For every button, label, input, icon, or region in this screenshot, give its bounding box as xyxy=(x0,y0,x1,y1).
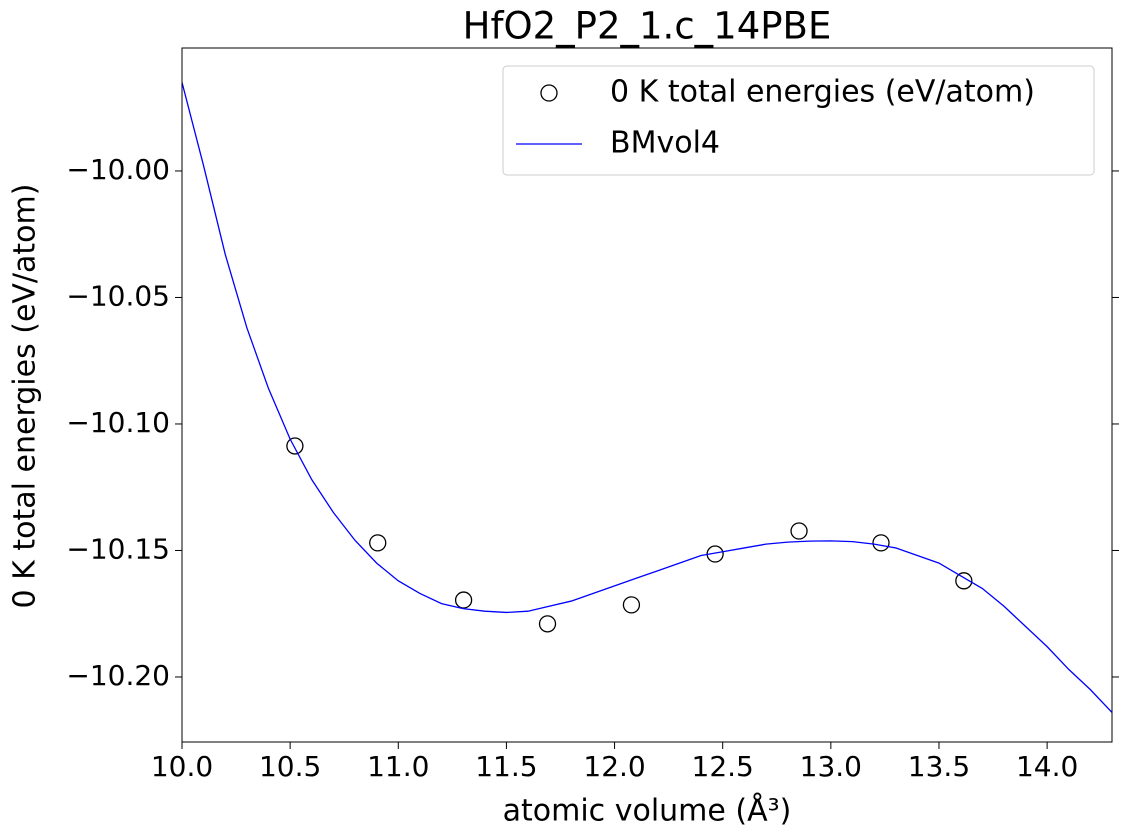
data-point xyxy=(790,522,808,540)
data-point xyxy=(454,591,473,609)
y-axis-label: 0 K total energies (eV/atom) xyxy=(8,184,43,609)
y-tick-label: −10.10 xyxy=(66,406,170,439)
legend-box xyxy=(502,65,1095,176)
data-point xyxy=(622,596,641,614)
chart-title: HfO2_P2_1.c_14PBE xyxy=(463,5,832,48)
plot-frame xyxy=(181,47,1113,743)
y-tick-label: −10.15 xyxy=(66,532,170,565)
legend-label: 0 K total energies (eV/atom) xyxy=(610,75,1035,110)
y-tick-label: −10.20 xyxy=(66,659,170,692)
x-tick-label: 13.5 xyxy=(908,750,970,783)
data-point xyxy=(286,437,304,455)
x-tick-label: 12.5 xyxy=(692,750,754,783)
data-point xyxy=(369,534,387,552)
legend-label: BMvol4 xyxy=(610,126,720,161)
x-axis-label: atomic volume (Å³) xyxy=(503,793,792,829)
x-tick-label: 10.5 xyxy=(259,750,321,783)
data-point xyxy=(955,572,973,590)
x-tick-label: 14.0 xyxy=(1016,750,1078,783)
x-tick-label: 12.0 xyxy=(583,750,645,783)
x-tick-label: 11.5 xyxy=(475,750,537,783)
x-tick-label: 11.0 xyxy=(367,750,429,783)
y-tick-label: −10.00 xyxy=(66,153,170,186)
y-tick-label: −10.05 xyxy=(66,279,170,312)
data-point xyxy=(872,534,890,552)
x-tick-label: 13.0 xyxy=(800,750,862,783)
legend-marker xyxy=(540,84,558,102)
fit-line xyxy=(182,82,1112,713)
x-tick-label: 10.0 xyxy=(151,750,213,783)
data-point xyxy=(538,615,557,633)
